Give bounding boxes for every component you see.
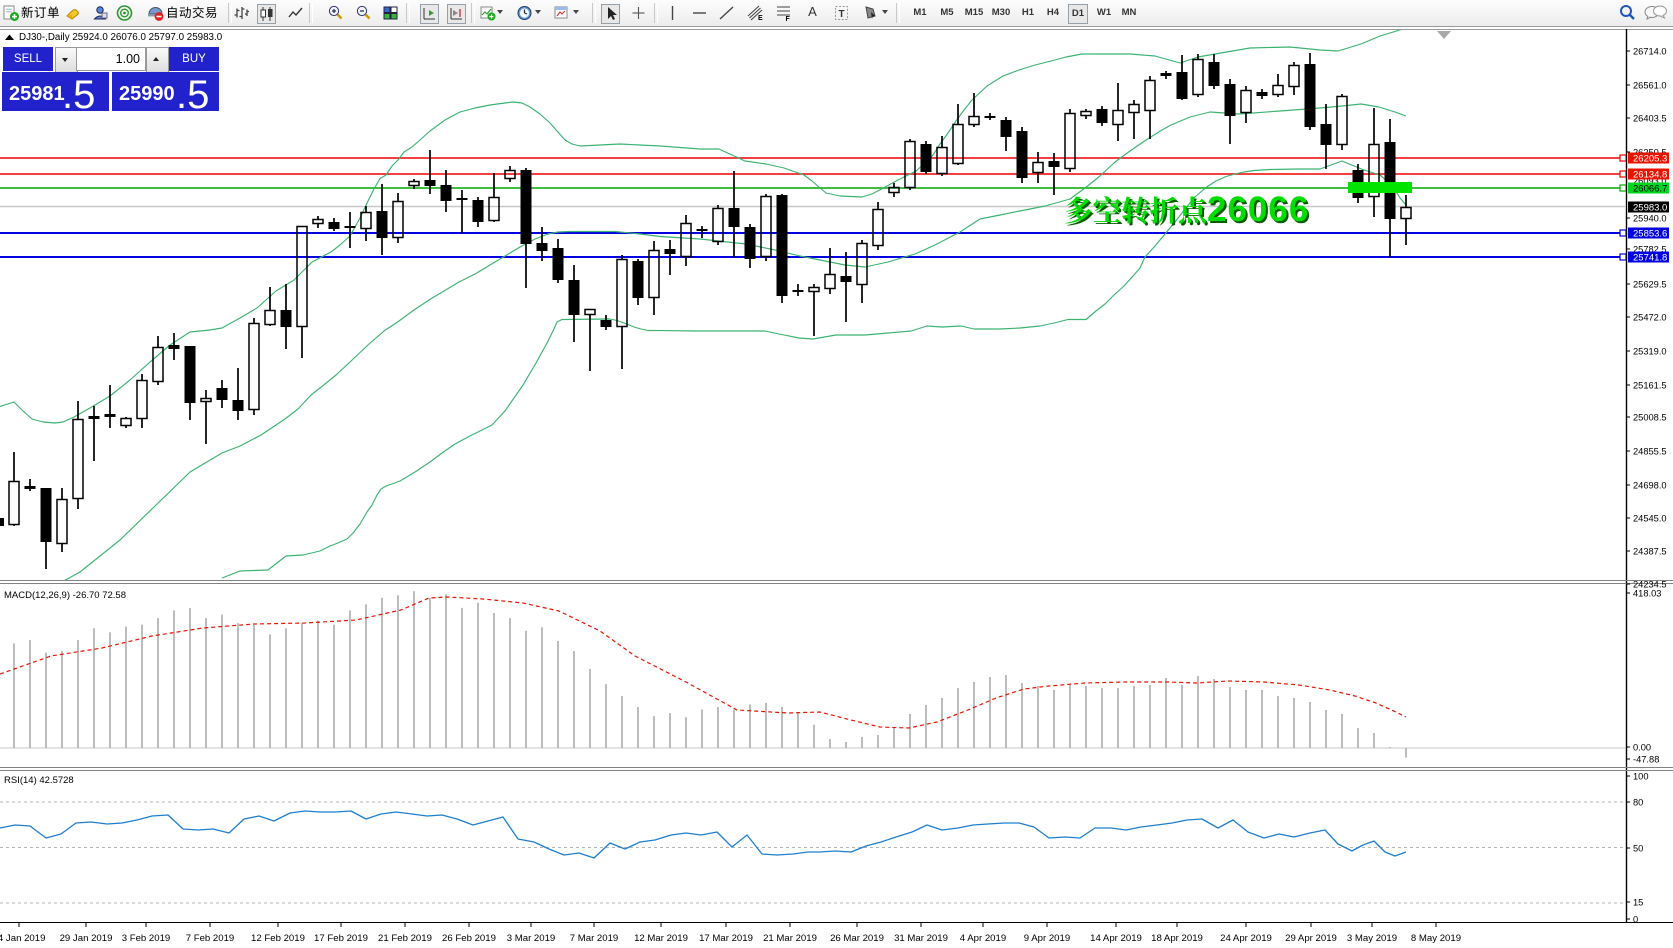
svg-text:25319.0: 25319.0 (1633, 347, 1667, 357)
svg-text:9 Apr 2019: 9 Apr 2019 (1024, 933, 1070, 944)
svg-text:26066: 26066 (1209, 192, 1311, 231)
svg-text:24 Jan 2019: 24 Jan 2019 (0, 933, 45, 944)
svg-text:31 Mar 2019: 31 Mar 2019 (894, 933, 948, 944)
svg-text:7 Mar 2019: 7 Mar 2019 (570, 933, 619, 944)
svg-text:3 Mar 2019: 3 Mar 2019 (507, 933, 556, 944)
svg-text:15: 15 (1633, 898, 1643, 908)
svg-text:24234.5: 24234.5 (1633, 580, 1667, 590)
svg-text:100: 100 (1633, 772, 1649, 782)
svg-text:24 Apr 2019: 24 Apr 2019 (1220, 933, 1272, 944)
svg-text:26561.0: 26561.0 (1633, 81, 1667, 91)
svg-text:21 Mar 2019: 21 Mar 2019 (763, 933, 817, 944)
svg-text:18 Apr 2019: 18 Apr 2019 (1151, 933, 1203, 944)
svg-text:24545.0: 24545.0 (1633, 514, 1667, 524)
svg-text:26403.5: 26403.5 (1633, 114, 1667, 124)
svg-text:25983.0: 25983.0 (1633, 203, 1667, 214)
svg-text:25008.5: 25008.5 (1633, 413, 1667, 423)
svg-text:25853.6: 25853.6 (1633, 229, 1667, 240)
svg-text:4 Apr 2019: 4 Apr 2019 (960, 933, 1006, 944)
svg-text:26066.7: 26066.7 (1633, 184, 1667, 195)
svg-text:17 Mar 2019: 17 Mar 2019 (699, 933, 753, 944)
svg-text:14 Apr 2019: 14 Apr 2019 (1090, 933, 1142, 944)
svg-text:26205.3: 26205.3 (1633, 154, 1667, 165)
svg-text:21 Feb 2019: 21 Feb 2019 (378, 933, 432, 944)
svg-text:E: E (758, 15, 763, 22)
svg-text:24855.5: 24855.5 (1633, 447, 1667, 457)
svg-text:0: 0 (1633, 915, 1638, 925)
svg-text:MACD(12,26,9) -26.70 72.58: MACD(12,26,9) -26.70 72.58 (4, 590, 126, 601)
svg-text:25940.0: 25940.0 (1633, 214, 1667, 224)
svg-text:418.03: 418.03 (1633, 589, 1661, 599)
svg-text:3 Feb 2019: 3 Feb 2019 (122, 933, 171, 944)
svg-text:3 May 2019: 3 May 2019 (1347, 933, 1397, 944)
svg-text:24698.0: 24698.0 (1633, 481, 1667, 491)
svg-text:DJ30-,Daily 25924.0 26076.0 2: DJ30-,Daily 25924.0 26076.0 25797.0 2598… (19, 32, 223, 43)
svg-text:12 Mar 2019: 12 Mar 2019 (634, 933, 688, 944)
svg-text:26134.8: 26134.8 (1633, 170, 1667, 181)
svg-text:12 Feb 2019: 12 Feb 2019 (251, 933, 305, 944)
svg-text:RSI(14) 42.5728: RSI(14) 42.5728 (4, 775, 74, 786)
svg-text:0.00: 0.00 (1633, 743, 1651, 753)
svg-text:26066: 26066 (1207, 190, 1309, 229)
svg-text:50: 50 (1633, 844, 1643, 854)
svg-text:80: 80 (1633, 798, 1643, 808)
svg-text:26 Feb 2019: 26 Feb 2019 (442, 933, 496, 944)
svg-text:25472.0: 25472.0 (1633, 313, 1667, 323)
svg-text:25629.5: 25629.5 (1633, 280, 1667, 290)
svg-text:26093.0: 26093.0 (1633, 176, 1667, 186)
svg-text:T: T (839, 9, 845, 20)
svg-text:8 May 2019: 8 May 2019 (1411, 933, 1461, 944)
svg-text:25782.5: 25782.5 (1633, 245, 1667, 255)
svg-text:24387.5: 24387.5 (1633, 547, 1667, 557)
svg-text:25161.5: 25161.5 (1633, 381, 1667, 391)
svg-text:25741.8: 25741.8 (1633, 253, 1667, 264)
svg-text:29 Jan 2019: 29 Jan 2019 (60, 933, 113, 944)
svg-text:F: F (786, 16, 791, 22)
svg-text:-47.88: -47.88 (1633, 755, 1659, 765)
svg-text:26 Mar 2019: 26 Mar 2019 (830, 933, 884, 944)
svg-text:29 Apr 2019: 29 Apr 2019 (1285, 933, 1337, 944)
svg-text:7 Feb 2019: 7 Feb 2019 (186, 933, 235, 944)
svg-text:26714.0: 26714.0 (1633, 47, 1667, 57)
svg-text:17 Feb 2019: 17 Feb 2019 (314, 933, 368, 944)
